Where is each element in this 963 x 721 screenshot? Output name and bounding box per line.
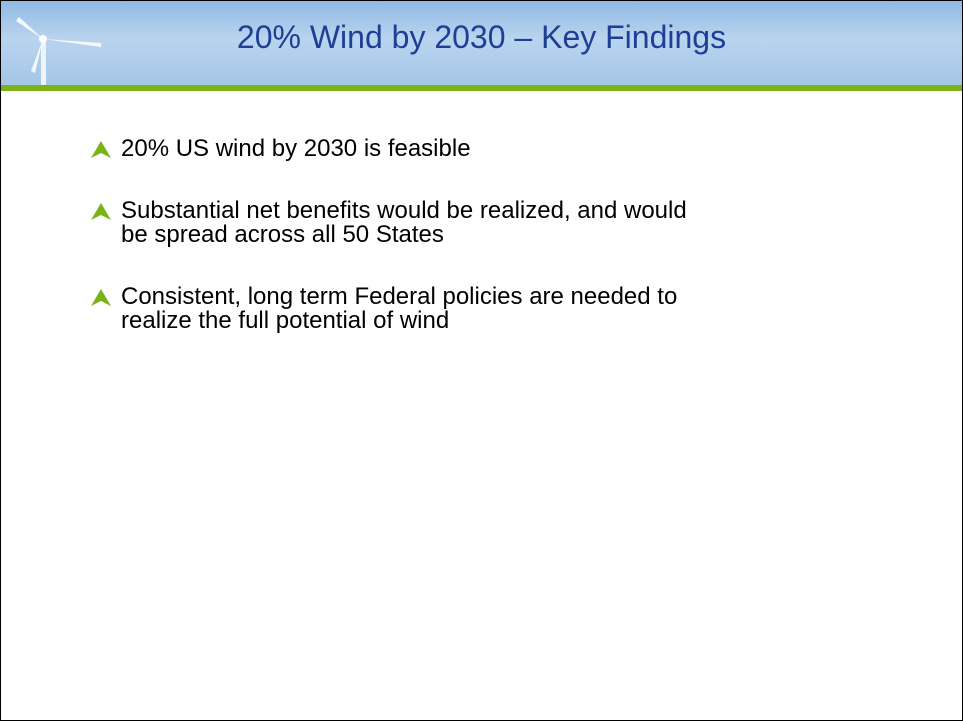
bullet: Substantial net benefits would be realiz… (91, 199, 911, 247)
bullet-text: be spread across all 50 States (121, 221, 444, 248)
header-banner: 20% Wind by 2030 – Key Findings (1, 1, 962, 85)
bullet-text: 20% US wind by 2030 is feasible (121, 135, 471, 162)
header-stripe (1, 85, 962, 91)
bullet-text: realize the full potential of wind (121, 307, 450, 334)
turbine-icon (16, 17, 101, 85)
bullet-icon (91, 203, 111, 220)
bullet-icon (91, 289, 111, 306)
bullet-text: Consistent, long term Federal policies a… (121, 283, 678, 310)
bullet-list: 20% US wind by 2030 is feasible Substanti… (91, 137, 911, 371)
bullet-text: Substantial net benefits would be realiz… (121, 197, 687, 224)
bullet: 20% US wind by 2030 is feasible (91, 137, 911, 161)
bullet: Consistent, long term Federal policies a… (91, 285, 911, 333)
slide-title: 20% Wind by 2030 – Key Findings (236, 19, 727, 55)
bullet-icon (91, 141, 111, 158)
